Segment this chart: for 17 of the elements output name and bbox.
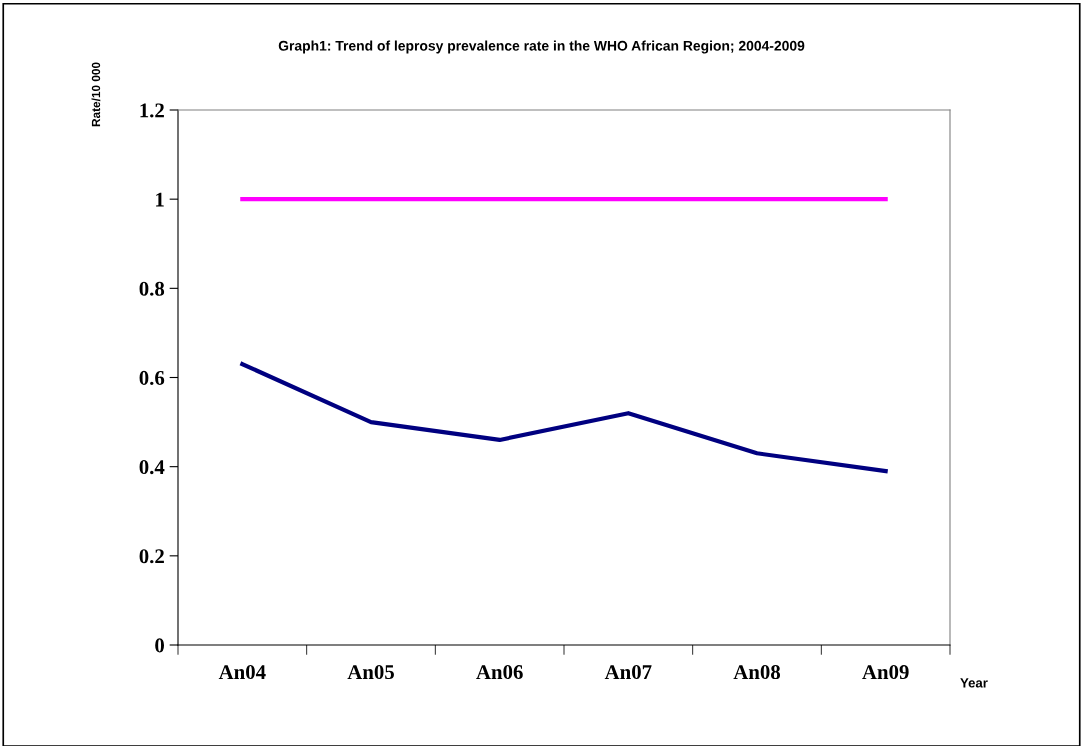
- y-tick-label: 0.2: [139, 549, 164, 564]
- x-tick-label: An09: [862, 665, 909, 680]
- y-tick-label: 1: [156, 192, 164, 207]
- x-axis-title: Year: [960, 678, 988, 688]
- x-tick-label: An07: [604, 665, 652, 680]
- x-tick-label: An04: [218, 665, 266, 680]
- x-tick-label: An05: [347, 665, 394, 680]
- x-tick-label: An06: [476, 665, 523, 680]
- y-tick-label: 0.8: [139, 281, 165, 296]
- chart-title: Graph1: Trend of leprosy prevalence rate in the WHO African Region; 2004-2009: [278, 40, 805, 54]
- y-tick-label: 1.2: [140, 103, 164, 118]
- y-tick-label: 0: [155, 638, 165, 653]
- y-tick-label: 0.6: [139, 370, 165, 386]
- line-series: [240, 362, 888, 474]
- y-tick-label: 0.4: [139, 460, 165, 475]
- x-tick-label: An08: [733, 665, 781, 680]
- y-axis-title: Rate/10 000: [91, 62, 101, 127]
